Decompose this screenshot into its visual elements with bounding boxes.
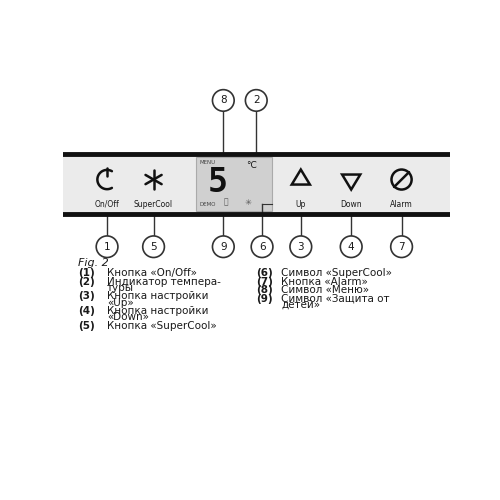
Text: туры: туры — [107, 283, 134, 293]
Circle shape — [96, 236, 118, 258]
Text: (2): (2) — [78, 277, 95, 287]
Text: 5: 5 — [208, 166, 228, 198]
Text: Up: Up — [296, 200, 306, 208]
Text: °C: °C — [246, 162, 258, 170]
Circle shape — [390, 236, 412, 258]
Text: «Down»: «Down» — [107, 312, 149, 322]
Text: On/Off: On/Off — [94, 200, 120, 208]
Circle shape — [142, 236, 165, 258]
Text: DEMO: DEMO — [200, 202, 216, 207]
Text: (3): (3) — [78, 292, 95, 302]
Text: Кнопка настройки: Кнопка настройки — [107, 306, 208, 316]
Text: 5: 5 — [150, 242, 157, 252]
Text: 9: 9 — [220, 242, 226, 252]
Text: Alarm: Alarm — [390, 200, 413, 208]
Circle shape — [290, 236, 312, 258]
Text: детей»: детей» — [282, 300, 321, 310]
Text: MENU: MENU — [200, 160, 216, 166]
Text: Кнопка «On/Off»: Кнопка «On/Off» — [107, 268, 197, 278]
Text: ✳: ✳ — [244, 198, 252, 207]
Text: Fig. 2: Fig. 2 — [78, 258, 109, 268]
Text: (9): (9) — [256, 294, 273, 304]
Bar — [196, 158, 272, 211]
Text: 4: 4 — [348, 242, 354, 252]
Circle shape — [340, 236, 362, 258]
Text: 🔑: 🔑 — [224, 198, 228, 206]
Bar — [62, 154, 450, 214]
Text: 2: 2 — [253, 96, 260, 106]
Circle shape — [246, 90, 267, 111]
Text: 7: 7 — [398, 242, 405, 252]
Text: Кнопка «Alarm»: Кнопка «Alarm» — [282, 277, 368, 287]
Text: (4): (4) — [78, 306, 95, 316]
Text: (5): (5) — [78, 320, 95, 330]
Circle shape — [212, 90, 234, 111]
Text: Символ «SuperCool»: Символ «SuperCool» — [282, 268, 393, 278]
Text: 1: 1 — [104, 242, 110, 252]
Text: Символ «Меню»: Символ «Меню» — [282, 285, 370, 295]
Text: 6: 6 — [259, 242, 266, 252]
Circle shape — [251, 236, 273, 258]
Text: Символ «Защита от: Символ «Защита от — [282, 294, 390, 304]
Text: Кнопка «SuperCool»: Кнопка «SuperCool» — [107, 320, 217, 330]
Circle shape — [212, 236, 234, 258]
Text: Индикатор темпера-: Индикатор темпера- — [107, 277, 221, 287]
Text: Кнопка настройки: Кнопка настройки — [107, 292, 208, 302]
Text: (8): (8) — [256, 285, 273, 295]
Text: 8: 8 — [220, 96, 226, 106]
Text: 3: 3 — [298, 242, 304, 252]
Text: SuperCool: SuperCool — [134, 200, 173, 208]
Text: Down: Down — [340, 200, 362, 208]
Text: «Up»: «Up» — [107, 298, 134, 308]
Text: (1): (1) — [78, 268, 95, 278]
Text: (7): (7) — [256, 277, 273, 287]
Text: (6): (6) — [256, 268, 273, 278]
